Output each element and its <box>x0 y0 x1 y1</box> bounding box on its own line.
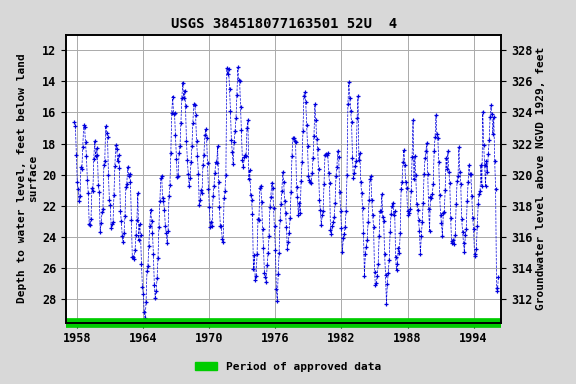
Y-axis label: Depth to water level, feet below land
surface: Depth to water level, feet below land su… <box>17 54 38 303</box>
Y-axis label: Groundwater level above NGVD 1929, feet: Groundwater level above NGVD 1929, feet <box>536 47 547 310</box>
Title: USGS 384518077163501 52U  4: USGS 384518077163501 52U 4 <box>170 17 397 31</box>
Legend: Period of approved data: Period of approved data <box>191 358 385 377</box>
